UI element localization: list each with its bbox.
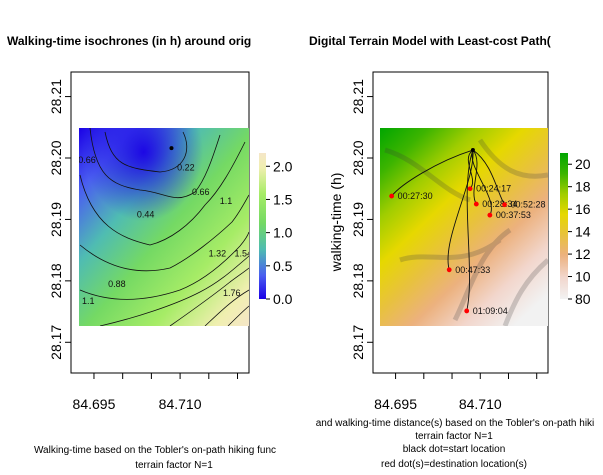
isochrone-colorbar-tick-label: 0.0 [273, 291, 293, 307]
contour-label: 0.44 [137, 210, 155, 220]
origin-point [169, 146, 173, 150]
contour-label: 1.1 [220, 196, 233, 206]
contour-label: 0.22 [177, 162, 195, 172]
destination-label: 01:09:04 [473, 306, 508, 316]
isochrone-caption-line-1: Walking-time based on the Tobler's on-pa… [34, 445, 276, 456]
isochrone-y-axis: 28.17 28.18 28.19 28.20 28.21 [48, 79, 71, 360]
terrain-y-tick-label: 28.21 [350, 79, 366, 114]
terrain-caption-line-1: and walking-time distance(s) based on th… [316, 418, 595, 429]
isochrone-x-tick-label: 84.695 [73, 396, 116, 412]
isochrone-colorbar-tick-label: 0.5 [273, 258, 293, 274]
terrain-y-axis-label: walking-time (h) [328, 173, 344, 273]
isochrone-colorbar-tick-label: 2.0 [273, 158, 293, 174]
isochrone-caption-line-2: terrain factor N=1 [135, 460, 213, 471]
terrain-y-tick-label: 28.17 [350, 325, 366, 360]
isochrone-x-tick-label: 84.710 [159, 396, 202, 412]
terrain-colorbar-ramp [560, 153, 568, 299]
terrain-colorbar-tick-label: 16 [575, 201, 591, 217]
destination-point [389, 194, 394, 199]
terrain-title: Digital Terrain Model with Least-cost Pa… [309, 34, 551, 48]
destination-point [464, 309, 469, 314]
terrain-colorbar-tick-label: 12 [575, 246, 591, 262]
contour-label: 0.66 [192, 187, 210, 197]
isochrone-colorbar-ramp [259, 153, 266, 299]
start-point [471, 148, 475, 152]
contour-label: 0.88 [108, 279, 126, 289]
isochrone-y-tick-label: 28.19 [48, 202, 64, 237]
destination-label: 00:47:33 [455, 265, 490, 275]
terrain-caption-line-3: black dot=start location [403, 444, 506, 455]
terrain-panel: Digital Terrain Model with Least-cost Pa… [309, 34, 594, 470]
terrain-colorbar-tick-label: 18 [575, 179, 591, 195]
terrain-y-tick-label: 28.20 [350, 140, 366, 175]
contour-label: 1.32 [209, 248, 227, 258]
destination-point [447, 267, 452, 272]
terrain-colorbar-tick-label: 80 [575, 291, 591, 307]
isochrone-x-axis: 84.695 84.710 [73, 373, 238, 412]
contour-label: 0.66 [78, 155, 96, 165]
contour-label: 1.76 [223, 288, 241, 298]
destination-label: 00:52:28 [511, 200, 546, 210]
destination-point [502, 202, 507, 207]
isochrone-y-tick-label: 28.18 [48, 263, 64, 298]
terrain-colorbar-ticks: 20 18 16 14 12 10 80 [568, 156, 591, 307]
isochrone-y-tick-label: 28.17 [48, 325, 64, 360]
isochrone-y-tick-label: 28.20 [48, 140, 64, 175]
terrain-x-tick-label: 84.710 [459, 396, 502, 412]
terrain-caption-line-2: terrain factor N=1 [415, 431, 493, 442]
destination-label: 00:24:17 [476, 184, 511, 194]
isochrone-colorbar: 0.0 0.5 1.0 1.5 2.0 [259, 153, 293, 307]
isochrone-title: Walking-time isochrones (in h) around or… [7, 34, 251, 48]
isochrone-colorbar-ticks: 0.0 0.5 1.0 1.5 2.0 [266, 158, 293, 307]
destination-label: 00:27:30 [398, 191, 433, 201]
isochrone-y-tick-label: 28.21 [48, 79, 64, 114]
destination-label: 00:37:53 [496, 210, 531, 220]
terrain-y-tick-label: 28.18 [350, 263, 366, 298]
destination-point [474, 202, 479, 207]
terrain-colorbar-tick-label: 20 [575, 156, 591, 172]
terrain-x-axis: 84.695 84.710 [374, 373, 537, 412]
terrain-y-axis: 28.17 28.18 28.19 28.20 28.21 [350, 79, 373, 360]
isochrone-colorbar-tick-label: 1.5 [273, 191, 293, 207]
terrain-colorbar: 20 18 16 14 12 10 80 [560, 153, 591, 307]
contour-label: 1.1 [82, 296, 95, 306]
terrain-caption-line-4: red dot(s)=destination location(s) [381, 459, 527, 470]
terrain-x-tick-label: 84.695 [374, 396, 417, 412]
terrain-colorbar-tick-label: 10 [575, 269, 591, 285]
isochrone-panel: Walking-time isochrones (in h) around or… [7, 34, 293, 471]
destination-point [487, 213, 492, 218]
destination-point [468, 186, 473, 191]
isochrone-colorbar-tick-label: 1.0 [273, 225, 293, 241]
terrain-colorbar-tick-label: 14 [575, 224, 591, 240]
terrain-y-tick-label: 28.19 [350, 202, 366, 237]
